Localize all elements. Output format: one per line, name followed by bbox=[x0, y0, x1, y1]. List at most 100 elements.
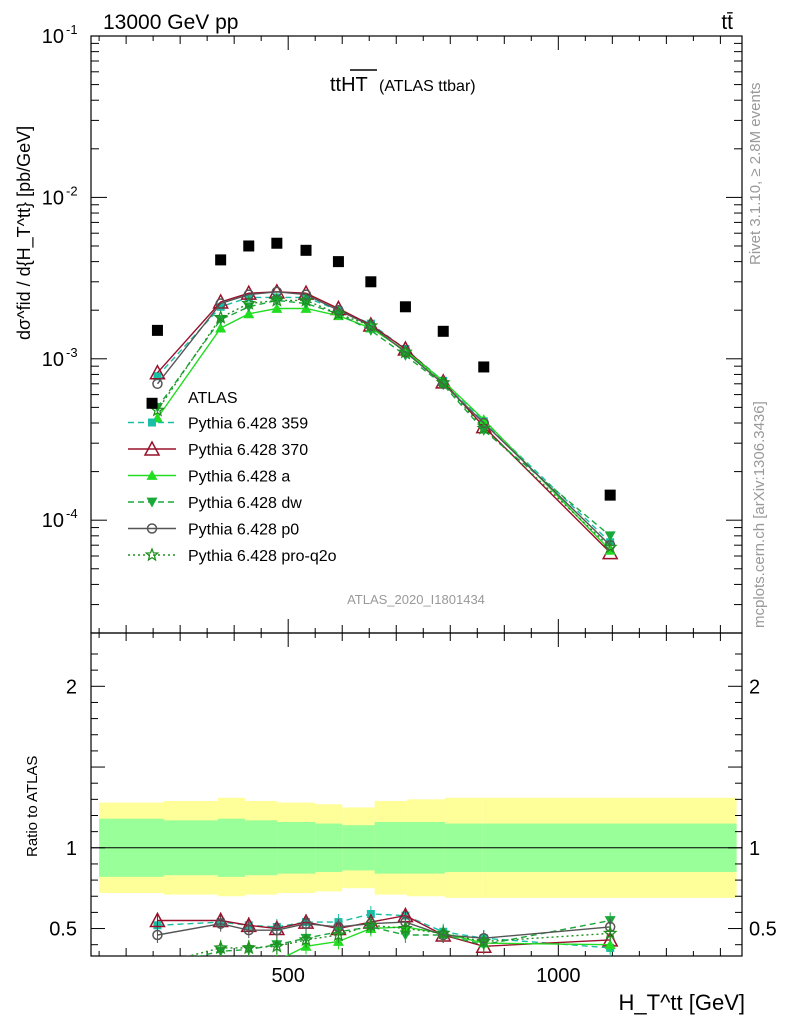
legend-marker-pythia_pro_q2o bbox=[144, 547, 160, 562]
point-pythia_pro_q2o bbox=[435, 375, 451, 390]
data-point bbox=[437, 325, 449, 337]
ratio-point-pythia_pro_q2o bbox=[298, 932, 314, 947]
ratio-point-pythia_a bbox=[248, 955, 250, 956]
ratio-y-axis-label: Ratio to ATLAS bbox=[24, 756, 41, 857]
ratio-point-pythia_pro_q2o bbox=[152, 958, 164, 969]
header-left: 13000 GeV pp bbox=[103, 11, 238, 34]
main-frame bbox=[90, 35, 743, 634]
y-tick-label-exponent: -3 bbox=[66, 345, 78, 360]
ratio-point-pythia_pro_q2o bbox=[269, 938, 285, 953]
analysis-id: ATLAS_2020_I1801434 bbox=[347, 592, 485, 607]
point-pythia_p0 bbox=[271, 286, 283, 298]
ratio-point-pythia_pro_q2o bbox=[213, 940, 229, 955]
plot-title-main: ttHT bbox=[330, 74, 368, 96]
ratio-tick-label-left: 1 bbox=[66, 838, 77, 860]
point-pythia_pro_q2o bbox=[602, 539, 618, 554]
rivet-label: Rivet 3.1.10, ≥ 2.8M events bbox=[747, 83, 764, 266]
y-tick-label: 10 bbox=[42, 187, 64, 209]
header-right: tt̄ bbox=[721, 11, 733, 34]
point-pythia_359 bbox=[153, 372, 162, 381]
point-pythia_p0 bbox=[300, 289, 312, 300]
point-pythia_359 bbox=[216, 302, 225, 311]
point-pythia_pro_q2o bbox=[269, 292, 285, 307]
legend-marker-pythia_370 bbox=[143, 440, 161, 456]
plot-title: ttHT (ATLAS ttbar) bbox=[330, 74, 476, 96]
ratio-line-pythia_370 bbox=[157, 914, 611, 948]
y-tick-label-exponent: -4 bbox=[66, 506, 78, 521]
ratio-point-pythia_pro_q2o bbox=[602, 925, 618, 940]
ratio-point-pythia_a bbox=[152, 967, 163, 977]
ratio-point-pythia_p0 bbox=[215, 918, 226, 929]
point-pythia_p0 bbox=[333, 304, 344, 316]
ratio-line-pythia_pro_q2o bbox=[186, 924, 611, 956]
y-tick-label: 10 bbox=[42, 26, 64, 48]
ratio-tick-label-left: 0.5 bbox=[49, 919, 77, 941]
data-point bbox=[332, 256, 344, 268]
ratio-tick-label-right: 1 bbox=[749, 838, 760, 860]
point-pythia_a bbox=[243, 308, 255, 319]
x-tick-label: 1000 bbox=[536, 965, 581, 987]
ratio-point-pythia_a bbox=[215, 957, 226, 967]
ratio-point-pythia_p0 bbox=[243, 924, 255, 936]
point-pythia_p0 bbox=[152, 378, 163, 390]
legend-label-pythia_p0: Pythia 6.428 p0 bbox=[188, 522, 299, 539]
mcplots-label: mcplots.cern.ch [arXiv:1306.3436] bbox=[751, 401, 768, 628]
ratio-point-pythia_pro_q2o bbox=[435, 925, 451, 940]
point-pythia_a bbox=[215, 322, 227, 333]
data-point bbox=[399, 301, 411, 313]
ratio-point-pythia_pro_q2o bbox=[330, 927, 346, 942]
point-pythia_pro_q2o bbox=[397, 344, 413, 359]
ratio-point-pythia_pro_q2o bbox=[363, 917, 379, 932]
x-tick-label: 500 bbox=[272, 965, 305, 987]
data-point bbox=[300, 244, 312, 256]
data-point bbox=[271, 237, 283, 249]
plot-frames bbox=[90, 35, 743, 957]
point-pythia_pro_q2o bbox=[363, 318, 379, 333]
ratio-point-pythia_370 bbox=[149, 911, 166, 928]
legend: ATLAS Pythia 6.428 359 Pythia 6.428 370 Pyt… bbox=[128, 390, 337, 565]
data-point bbox=[478, 361, 490, 373]
ratio-point-pythia_p0 bbox=[300, 918, 312, 929]
ratio-tick-label-right: 0.5 bbox=[749, 919, 777, 941]
legend-marker-pythia_359 bbox=[148, 418, 156, 427]
data-point bbox=[215, 254, 227, 266]
ratio-tick-label-right: 2 bbox=[749, 676, 760, 698]
y-tick-label: 10 bbox=[42, 349, 64, 371]
data-point bbox=[365, 276, 377, 288]
legend-label-pythia_dw: Pythia 6.428 dw bbox=[188, 495, 302, 512]
legend-label-pythia_pro_q2o: Pythia 6.428 pro-q2o bbox=[188, 548, 337, 565]
ratio-point-pythia_dw bbox=[152, 961, 163, 971]
point-pythia_359 bbox=[302, 293, 311, 302]
ratio-point-pythia_a bbox=[604, 939, 616, 950]
plot-title-sub: (ATLAS ttbar) bbox=[379, 78, 476, 95]
y-tick-label: 10 bbox=[42, 510, 64, 532]
point-pythia_pro_q2o bbox=[213, 309, 229, 324]
ratio-point-pythia_p0 bbox=[152, 929, 163, 941]
ratio-point-pythia_pro_q2o bbox=[476, 933, 492, 948]
ratio-point-pythia_p0 bbox=[271, 924, 283, 936]
legend-label-pythia_370: Pythia 6.428 370 bbox=[188, 442, 308, 459]
ratio-tick-label-left: 2 bbox=[66, 676, 77, 698]
ratio-frame bbox=[90, 632, 743, 957]
data-point bbox=[243, 240, 255, 252]
legend-marker-pythia_p0 bbox=[146, 523, 158, 534]
point-pythia_p0 bbox=[437, 378, 449, 390]
ratio-point-pythia_pro_q2o bbox=[241, 940, 257, 955]
series-line-pythia_p0 bbox=[156, 291, 611, 546]
ratio-panel-series bbox=[149, 906, 619, 977]
data-point bbox=[604, 489, 616, 501]
legend-label-pythia_a: Pythia 6.428 a bbox=[188, 469, 290, 486]
ratio-uncertainty-bands bbox=[91, 797, 742, 898]
main-panel-series bbox=[146, 237, 619, 560]
point-pythia_a bbox=[271, 302, 283, 313]
legend-label-data: ATLAS bbox=[188, 390, 238, 407]
legend-marker-pythia_a bbox=[146, 470, 158, 480]
point-pythia_pro_q2o bbox=[298, 292, 314, 307]
series-line-pythia_pro_q2o bbox=[156, 299, 611, 548]
y-tick-label-exponent: -1 bbox=[66, 22, 78, 37]
point-pythia_dw bbox=[604, 531, 616, 542]
data-point bbox=[146, 397, 158, 409]
x-axis-label: H_T^tt [GeV] bbox=[619, 990, 745, 1015]
data-point bbox=[151, 324, 163, 336]
point-pythia_pro_q2o bbox=[476, 420, 492, 435]
